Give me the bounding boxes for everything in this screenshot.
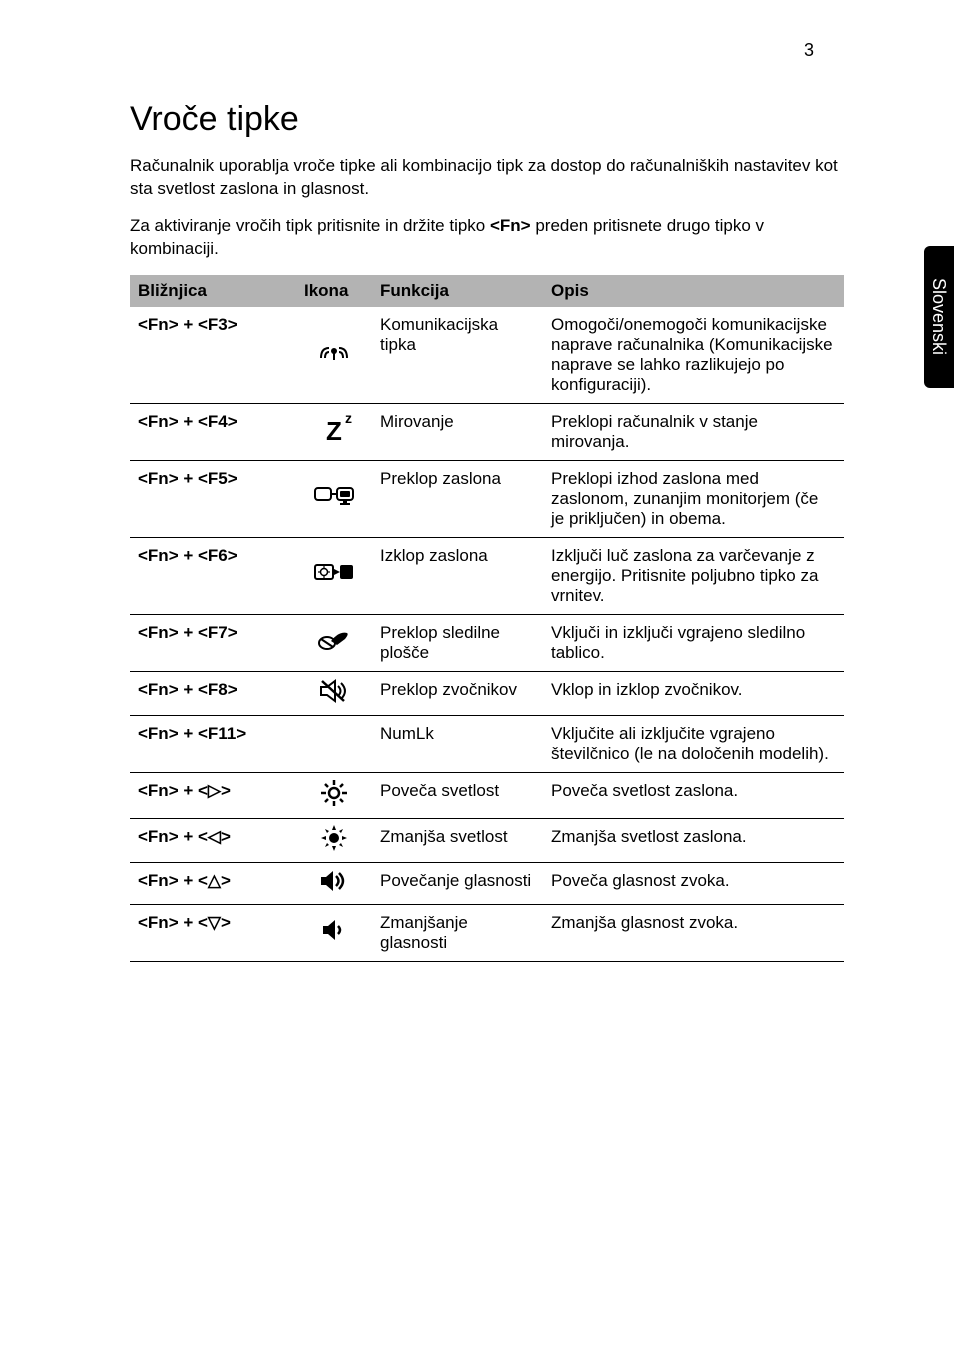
table-row: <Fn> + <F5> Preklop zaslona <box>130 460 844 537</box>
cell-icon <box>296 460 372 537</box>
page-number: 3 <box>804 40 814 61</box>
hotkeys-table: Bližnjica Ikona Funkcija Opis <Fn> + <F3… <box>130 275 844 962</box>
table-row: <Fn> + <F6> <box>130 537 844 614</box>
cell-icon <box>296 904 372 961</box>
cell-icon <box>296 537 372 614</box>
th-function: Funkcija <box>372 275 543 307</box>
wifi-icon <box>317 340 351 369</box>
cell-shortcut: <Fn> + <F8> <box>130 671 296 715</box>
cell-icon <box>296 307 372 404</box>
table-header-row: Bližnjica Ikona Funkcija Opis <box>130 275 844 307</box>
cell-shortcut: <Fn> + <▷> <box>130 772 296 818</box>
table-row: <Fn> + <F3> Komunikacijska tipka <box>130 307 844 404</box>
table-row: <Fn> + <F7> Preklop sledilne plošče Vklj… <box>130 614 844 671</box>
cell-desc: Preklopi izhod zaslona med zaslonom, zun… <box>543 460 844 537</box>
volume-up-icon <box>319 869 349 898</box>
cell-desc: Vklop in izklop zvočnikov. <box>543 671 844 715</box>
table-row: <Fn> + <△> Povečanje glasnosti Poveča gl… <box>130 862 844 904</box>
th-description: Opis <box>543 275 844 307</box>
cell-shortcut: <Fn> + <F3> <box>130 307 296 404</box>
cell-shortcut: <Fn> + <F5> <box>130 460 296 537</box>
screens-icon <box>314 485 354 512</box>
cell-desc: Preklopi računalnik v stanje mirovanja. <box>543 403 844 460</box>
intro-paragraph-1: Računalnik uporablja vroče tipke ali kom… <box>130 155 844 201</box>
page: 3 Slovenski Vroče tipke Računalnik upora… <box>0 0 954 1002</box>
th-shortcut: Bližnjica <box>130 275 296 307</box>
cell-shortcut: <Fn> + <F6> <box>130 537 296 614</box>
cell-func: Preklop zaslona <box>372 460 543 537</box>
cell-func: Preklop sledilne plošče <box>372 614 543 671</box>
cell-desc: Vključite ali izključite vgrajeno števil… <box>543 715 844 772</box>
cell-desc: Zmanjša svetlost zaslona. <box>543 818 844 862</box>
cell-shortcut: <Fn> + <F7> <box>130 614 296 671</box>
brightness-down-icon <box>321 825 347 856</box>
volume-down-icon <box>321 918 347 947</box>
cell-shortcut: <Fn> + <◁> <box>130 818 296 862</box>
table-row: <Fn> + <F4> Zz Mirovanje Preklopi računa… <box>130 403 844 460</box>
table-row: <Fn> + <◁> Zm <box>130 818 844 862</box>
mute-icon <box>319 678 349 709</box>
cell-func: Preklop zvočnikov <box>372 671 543 715</box>
cell-func: Zmanjša svetlost <box>372 818 543 862</box>
cell-shortcut: <Fn> + <F4> <box>130 403 296 460</box>
cell-func: Izklop zaslona <box>372 537 543 614</box>
cell-icon <box>296 671 372 715</box>
intro2-a: Za aktiviranje vročih tipk pritisnite in… <box>130 216 490 235</box>
cell-desc: Poveča glasnost zvoka. <box>543 862 844 904</box>
intro2-b: <Fn> <box>490 216 531 235</box>
cell-icon <box>296 772 372 818</box>
cell-desc: Zmanjša glasnost zvoka. <box>543 904 844 961</box>
sleep-icon: Zz <box>326 416 342 447</box>
cell-shortcut: <Fn> + <F11> <box>130 715 296 772</box>
table-row: <Fn> + <▷> Po <box>130 772 844 818</box>
page-title: Vroče tipke <box>130 100 844 139</box>
th-icon: Ikona <box>296 275 372 307</box>
side-tab: Slovenski <box>924 246 954 388</box>
cell-shortcut: <Fn> + <△> <box>130 862 296 904</box>
cell-shortcut: <Fn> + <▽> <box>130 904 296 961</box>
blank-screen-icon <box>314 562 354 589</box>
cell-desc: Poveča svetlost zaslona. <box>543 772 844 818</box>
touchpad-icon <box>317 627 351 658</box>
table-row: <Fn> + <F11> NumLk Vključite ali izključ… <box>130 715 844 772</box>
intro-paragraph-2: Za aktiviranje vročih tipk pritisnite in… <box>130 215 844 261</box>
cell-func: Komunikacijska tipka <box>372 307 543 404</box>
cell-func: Mirovanje <box>372 403 543 460</box>
cell-icon <box>296 862 372 904</box>
cell-func: Poveča svetlost <box>372 772 543 818</box>
cell-func: Povečanje glasnosti <box>372 862 543 904</box>
brightness-up-icon <box>320 779 348 812</box>
cell-func: NumLk <box>372 715 543 772</box>
cell-icon: Zz <box>296 403 372 460</box>
cell-func: Zmanjšanje glasnosti <box>372 904 543 961</box>
cell-desc: Izključi luč zaslona za varčevanje z ene… <box>543 537 844 614</box>
cell-icon <box>296 818 372 862</box>
cell-icon <box>296 715 372 772</box>
cell-icon <box>296 614 372 671</box>
table-row: <Fn> + <▽> Zmanjšanje glasnosti Zmanjša … <box>130 904 844 961</box>
cell-desc: Omogoči/onemogoči komunikacijske naprave… <box>543 307 844 404</box>
table-row: <Fn> + <F8> Preklop zvočnikov Vklop in i… <box>130 671 844 715</box>
cell-desc: Vključi in izključi vgrajeno sledilno ta… <box>543 614 844 671</box>
